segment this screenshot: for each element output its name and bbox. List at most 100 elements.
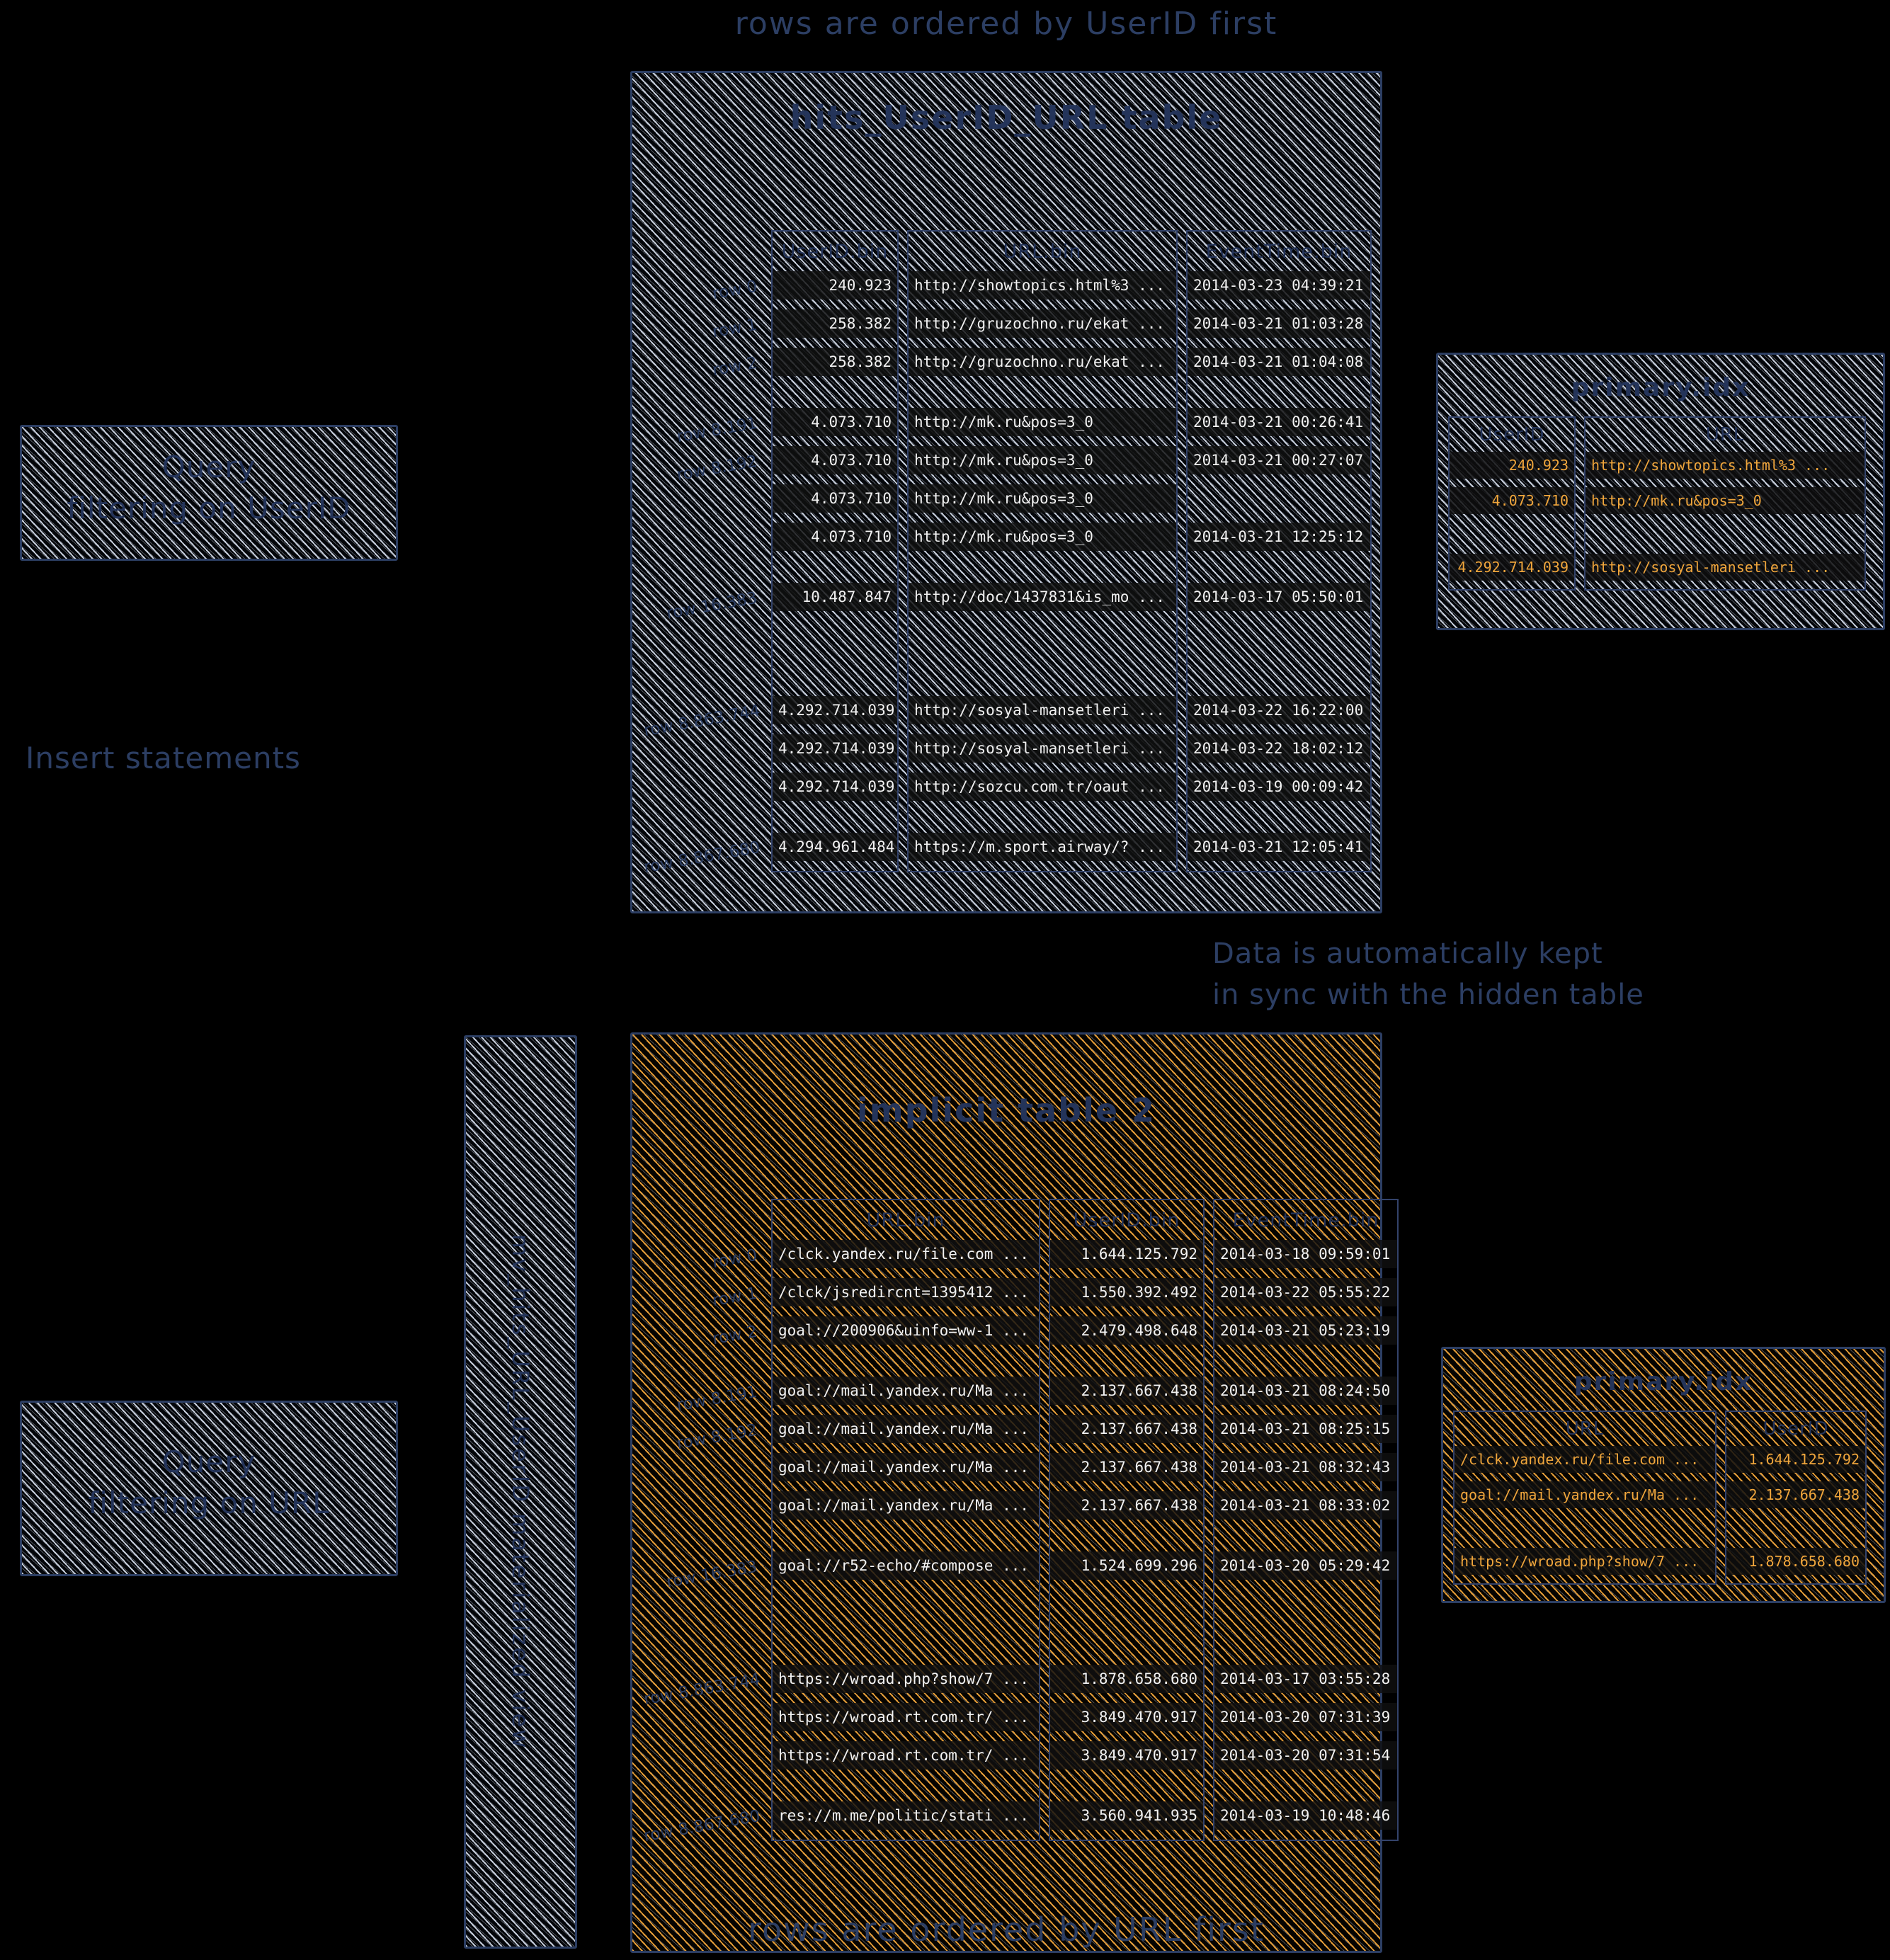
- userid-cell: 4.292.714.039: [773, 696, 897, 724]
- sync-annotation: Data is automatically kept in sync with …: [1212, 933, 1644, 1015]
- caption-rows-ordered-url: rows are ordered by URL first: [748, 1910, 1265, 1949]
- userid-cell: 4.073.710: [773, 523, 897, 551]
- time-cell: 2014-03-21 12:05:41: [1188, 833, 1370, 861]
- time-cell: 2014-03-21 12:25:12: [1188, 523, 1370, 551]
- userid-cell: 1.644.125.792: [1050, 1240, 1203, 1268]
- time-cell: 2014-03-19 00:09:42: [1188, 773, 1370, 801]
- url-cell: goal://mail.yandex.ru/Ma ...: [773, 1491, 1039, 1520]
- url-cell: goal://mail.yandex.ru/Ma ...: [773, 1415, 1039, 1443]
- caption-rows-ordered-userid: rows are ordered by UserID first: [734, 6, 1278, 42]
- hits-userid-url-table: hits_UserID_URL table row 0 row 1 row 2 …: [630, 71, 1382, 913]
- index-cell: 240.923: [1450, 452, 1574, 479]
- url-cell: http://mk.ru&pos=3_0: [909, 446, 1176, 474]
- time-cell: 2014-03-21 00:26:41: [1188, 408, 1370, 436]
- url-cell: goal://mail.yandex.ru/Ma ...: [773, 1377, 1039, 1405]
- time-cell: 2014-03-21 01:03:28: [1188, 309, 1370, 338]
- query-line: filtering on UserID: [67, 491, 351, 525]
- column-header: UserID: [1763, 1418, 1829, 1440]
- index-column-userid: UserID 240.923 4.073.710 4.292.714.039: [1448, 416, 1576, 591]
- userid-cell: 2.137.667.438: [1050, 1453, 1203, 1481]
- sync-line-1: Data is automatically kept: [1212, 938, 1603, 970]
- materialized-view-bar: mv_hits_URL_UserID materialized view: [464, 1035, 577, 1949]
- userid-cell: 2.137.667.438: [1050, 1491, 1203, 1520]
- url-cell: http://sosyal-mansetleri ...: [909, 696, 1176, 724]
- column-url-bin: URL.bin http://showtopics.html%3 ... htt…: [907, 230, 1178, 872]
- time-cell: 2014-03-22 05:55:22: [1214, 1278, 1397, 1306]
- index-title: primary.idx: [1571, 373, 1750, 402]
- index-cell: 4.292.714.039: [1450, 554, 1574, 581]
- url-cell: goal://r52-echo/#compose ...: [773, 1551, 1039, 1580]
- time-cell: [1188, 484, 1370, 513]
- column-header: UserID.bin: [1073, 1209, 1180, 1231]
- url-cell: http://sozcu.com.tr/oaut ...: [909, 773, 1176, 801]
- index-cell: /clck.yandex.ru/file.com ...: [1454, 1446, 1715, 1473]
- userid-cell: 4.073.710: [773, 446, 897, 474]
- userid-cell: 10.487.847: [773, 583, 897, 611]
- userid-cell: 2.479.498.648: [1050, 1316, 1203, 1345]
- index-cell: 2.137.667.438: [1726, 1481, 1865, 1508]
- column-header: URL.bin: [1003, 240, 1082, 263]
- time-cell: 2014-03-17 03:55:28: [1214, 1665, 1397, 1693]
- column-userid-bin: UserID.bin 240.923 258.382 258.382 4.073…: [771, 230, 899, 872]
- query-filtering-url-box: Query filtering on URL: [20, 1401, 398, 1576]
- url-cell: http://mk.ru&pos=3_0: [909, 408, 1176, 436]
- time-cell: 2014-03-21 08:25:15: [1214, 1415, 1397, 1443]
- time-cell: 2014-03-21 08:24:50: [1214, 1377, 1397, 1405]
- userid-cell: 258.382: [773, 348, 897, 376]
- url-cell: https://m.sport.airway/? ...: [909, 833, 1176, 861]
- column-header: URL.bin: [866, 1209, 945, 1231]
- column-header: EventTime.bin: [1205, 240, 1353, 263]
- index-cell: 1.644.125.792: [1726, 1446, 1865, 1473]
- userid-cell: 4.073.710: [773, 484, 897, 513]
- column-header: URL: [1705, 424, 1745, 445]
- time-cell: 2014-03-21 05:23:19: [1214, 1316, 1397, 1345]
- insert-statements-label: Insert statements: [25, 741, 301, 775]
- top-table-row-labels: row 0 row 1 row 2 row 8.191 row 8.192 ro…: [642, 230, 763, 877]
- column-userid-bin: UserID.bin 1.644.125.792 1.550.392.492 2…: [1049, 1199, 1205, 1841]
- userid-cell: 4.292.714.039: [773, 734, 897, 763]
- index-cell: goal://mail.yandex.ru/Ma ...: [1454, 1481, 1715, 1508]
- column-header: UserID: [1479, 424, 1545, 445]
- url-cell: http://sosyal-mansetleri ...: [909, 734, 1176, 763]
- row-label: row 8.867.680: [642, 1806, 762, 1846]
- query-line: filtering on URL: [88, 1486, 330, 1520]
- index-cell: 1.878.658.680: [1726, 1548, 1865, 1575]
- sync-line-2: in sync with the hidden table: [1212, 979, 1644, 1011]
- query-filtering-userid-box: Query filtering on UserID: [20, 425, 398, 561]
- time-cell: 2014-03-20 07:31:39: [1214, 1703, 1397, 1731]
- bottom-table-title: implicit table 2: [856, 1091, 1156, 1129]
- userid-cell: 4.292.714.039: [773, 773, 897, 801]
- primary-idx-url: primary.idx URL /clck.yandex.ru/file.com…: [1441, 1347, 1886, 1603]
- userid-cell: 240.923: [773, 271, 897, 300]
- column-header: EventTime.bin: [1232, 1209, 1379, 1231]
- userid-cell: 4.073.710: [773, 408, 897, 436]
- index-cell: https://wroad.php?show/7 ...: [1454, 1548, 1715, 1575]
- column-header: URL: [1565, 1418, 1605, 1440]
- url-cell: res://m.me/politic/stati ...: [773, 1801, 1039, 1830]
- time-cell: 2014-03-20 07:31:54: [1214, 1741, 1397, 1770]
- url-cell: http://mk.ru&pos=3_0: [909, 523, 1176, 551]
- time-cell: 2014-03-21 08:32:43: [1214, 1453, 1397, 1481]
- url-cell: /clck/jsredircnt=1395412 ...: [773, 1278, 1039, 1306]
- time-cell: 2014-03-22 18:02:12: [1188, 734, 1370, 763]
- column-eventtime-bin: EventTime.bin 2014-03-23 04:39:21 2014-0…: [1186, 230, 1372, 872]
- userid-cell: 3.849.470.917: [1050, 1741, 1203, 1770]
- bottom-table-grid: row 0 row 1 row 2 row 8.191 row 8.192 ro…: [642, 1199, 1399, 1846]
- url-cell: https://wroad.php?show/7 ...: [773, 1665, 1039, 1693]
- column-eventtime-bin: EventTime.bin 2014-03-18 09:59:01 2014-0…: [1213, 1199, 1399, 1841]
- index-cell: 4.073.710: [1450, 487, 1574, 514]
- time-cell: 2014-03-22 16:22:00: [1188, 696, 1370, 724]
- index-cell: http://sosyal-mansetleri ...: [1586, 554, 1865, 581]
- url-cell: goal://200906&uinfo=ww-1 ...: [773, 1316, 1039, 1345]
- url-cell: https://wroad.rt.com.tr/ ...: [773, 1741, 1039, 1770]
- bottom-table-row-labels: row 0 row 1 row 2 row 8.191 row 8.192 ro…: [642, 1199, 763, 1846]
- userid-cell: 3.849.470.917: [1050, 1703, 1203, 1731]
- userid-cell: 4.294.961.484: [773, 833, 897, 861]
- time-cell: 2014-03-21 00:27:07: [1188, 446, 1370, 474]
- column-header: UserID.bin: [781, 240, 889, 263]
- top-table-grid: row 0 row 1 row 2 row 8.191 row 8.192 ro…: [642, 230, 1380, 877]
- userid-cell: 258.382: [773, 309, 897, 338]
- index-cell: http://mk.ru&pos=3_0: [1586, 487, 1865, 514]
- url-cell: http://doc/1437831&is_mo ...: [909, 583, 1176, 611]
